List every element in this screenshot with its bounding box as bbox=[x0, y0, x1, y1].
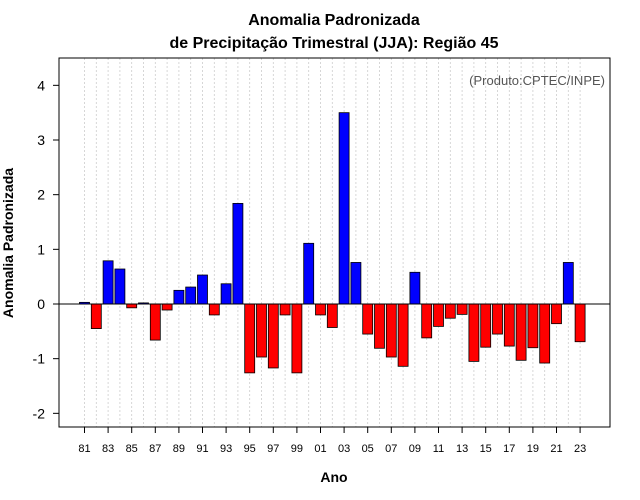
grid bbox=[84, 58, 581, 427]
x-tick-label: 21 bbox=[550, 443, 562, 455]
bar-2006 bbox=[374, 303, 385, 349]
x-tick-label: 91 bbox=[196, 443, 208, 455]
bar-2007 bbox=[385, 303, 397, 358]
bar-1985 bbox=[126, 303, 138, 309]
bar-2005 bbox=[362, 303, 374, 335]
bar-2001 bbox=[315, 303, 326, 316]
bar-1984 bbox=[114, 268, 126, 305]
x-tick-label: 81 bbox=[78, 443, 90, 455]
bar-1982 bbox=[90, 303, 102, 330]
x-tick-label: 03 bbox=[338, 443, 350, 455]
bar-1995 bbox=[244, 303, 256, 374]
bar-1996 bbox=[256, 303, 267, 358]
x-tick-label: 97 bbox=[267, 443, 279, 455]
bar-1987 bbox=[149, 303, 161, 341]
y-tick-label: 2 bbox=[37, 187, 45, 203]
x-tick-label: 89 bbox=[173, 443, 185, 455]
x-tick-label: 13 bbox=[456, 443, 468, 455]
y-tick-label: 0 bbox=[37, 296, 45, 312]
bar-2010 bbox=[421, 303, 433, 339]
x-tick-label: 01 bbox=[314, 443, 326, 455]
bar-2022 bbox=[562, 262, 574, 305]
bar-1983 bbox=[102, 260, 114, 305]
bar-1999 bbox=[291, 303, 303, 374]
bar-2000 bbox=[303, 242, 315, 305]
bar-2018 bbox=[515, 303, 527, 361]
bar-2012 bbox=[444, 303, 456, 319]
bar-2009 bbox=[409, 271, 421, 305]
x-tick-label: 09 bbox=[409, 443, 421, 455]
y-axis-label: Anomalia Padronizada bbox=[0, 168, 16, 318]
bar-2016 bbox=[492, 303, 503, 335]
bars bbox=[79, 112, 586, 374]
bar-1993 bbox=[220, 283, 232, 305]
bar-1998 bbox=[279, 303, 291, 316]
bar-2002 bbox=[326, 303, 338, 328]
y-tick-label: -2 bbox=[33, 405, 46, 421]
x-tick-label: 17 bbox=[503, 443, 515, 455]
x-tick-label: 07 bbox=[385, 443, 397, 455]
x-axis: 81 83 85 87 89 91 93 95 97 99 01 03 05 07 09 11 13 15 17 19… bbox=[78, 427, 586, 455]
y-axis: -2 -1 0 1 2 3 4 bbox=[33, 77, 59, 421]
bar-2015 bbox=[480, 303, 492, 348]
y-tick-label: 4 bbox=[37, 77, 45, 93]
bar-2003 bbox=[338, 112, 350, 305]
bar-2013 bbox=[456, 303, 468, 315]
bar-1989 bbox=[173, 289, 185, 305]
bar-2011 bbox=[433, 303, 444, 327]
x-tick-label: 87 bbox=[149, 443, 161, 455]
bar-2021 bbox=[551, 303, 562, 325]
x-axis-label: Ano bbox=[320, 469, 347, 485]
x-tick-label: 85 bbox=[126, 443, 138, 455]
bar-1997 bbox=[267, 303, 279, 369]
chart-annotation: (Produto:CPTEC/INPE) bbox=[469, 73, 605, 88]
chart-title-line1: Anomalia Padronizada bbox=[248, 12, 420, 29]
x-tick-label: 15 bbox=[480, 443, 492, 455]
y-tick-label: 1 bbox=[37, 241, 45, 257]
bar-2019 bbox=[527, 303, 539, 349]
x-tick-label: 23 bbox=[574, 443, 586, 455]
x-tick-label: 19 bbox=[527, 443, 539, 455]
y-tick-label: -1 bbox=[33, 351, 46, 367]
x-tick-label: 11 bbox=[433, 443, 444, 455]
bar-2014 bbox=[468, 303, 480, 362]
x-tick-label: 05 bbox=[362, 443, 374, 455]
bar-1992 bbox=[208, 303, 220, 316]
x-tick-label: 95 bbox=[244, 443, 256, 455]
x-tick-label: 99 bbox=[291, 443, 303, 455]
bar-2023 bbox=[574, 303, 586, 343]
bar-2017 bbox=[503, 303, 515, 347]
bar-2004 bbox=[350, 262, 362, 305]
bar-1994 bbox=[232, 203, 244, 305]
bar-1990 bbox=[185, 286, 197, 305]
y-tick-label: 3 bbox=[37, 132, 45, 148]
bar-1988 bbox=[161, 303, 173, 311]
bar-2020 bbox=[539, 303, 551, 364]
bar-2008 bbox=[397, 303, 409, 367]
bar-1991 bbox=[197, 274, 208, 305]
x-tick-label: 83 bbox=[102, 443, 114, 455]
plot-frame bbox=[58, 57, 611, 428]
chart-title-line2: de Precipitação Trimestral (JJA): Região… bbox=[169, 35, 498, 52]
x-tick-label: 93 bbox=[220, 443, 232, 455]
